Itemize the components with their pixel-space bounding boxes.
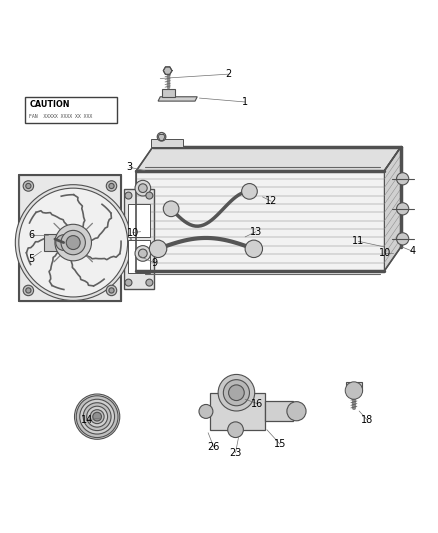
- Circle shape: [109, 183, 114, 189]
- Circle shape: [80, 399, 115, 434]
- Circle shape: [396, 233, 409, 245]
- Circle shape: [76, 396, 118, 438]
- Text: 18: 18: [361, 415, 373, 425]
- Polygon shape: [163, 67, 172, 75]
- Circle shape: [229, 385, 244, 400]
- Bar: [346, 382, 362, 391]
- Circle shape: [125, 192, 132, 199]
- Text: 13: 13: [250, 227, 262, 237]
- Circle shape: [74, 394, 120, 439]
- Text: 15: 15: [274, 439, 286, 449]
- Circle shape: [146, 279, 153, 286]
- Bar: [124, 189, 154, 289]
- Text: 26: 26: [208, 442, 220, 452]
- Circle shape: [66, 236, 80, 249]
- Circle shape: [345, 382, 363, 399]
- Text: 9: 9: [152, 258, 158, 268]
- Circle shape: [26, 183, 31, 189]
- Circle shape: [19, 188, 127, 297]
- Polygon shape: [136, 171, 385, 271]
- Bar: [44, 234, 64, 251]
- Circle shape: [61, 230, 85, 255]
- Circle shape: [199, 405, 213, 418]
- Polygon shape: [19, 175, 121, 301]
- Circle shape: [83, 403, 111, 431]
- Circle shape: [138, 249, 147, 258]
- Circle shape: [23, 285, 34, 296]
- Circle shape: [87, 406, 108, 427]
- Text: 12: 12: [265, 196, 277, 206]
- Text: 6: 6: [28, 230, 34, 240]
- Circle shape: [242, 183, 257, 199]
- Circle shape: [26, 288, 31, 293]
- Polygon shape: [136, 147, 401, 171]
- Circle shape: [245, 240, 262, 257]
- Bar: [210, 393, 265, 430]
- Circle shape: [396, 203, 409, 215]
- Text: 11: 11: [352, 236, 364, 246]
- Text: 23: 23: [230, 448, 242, 458]
- Circle shape: [23, 181, 34, 191]
- Text: 10: 10: [379, 248, 392, 259]
- Circle shape: [106, 285, 117, 296]
- Text: CAUTION: CAUTION: [30, 100, 70, 109]
- Bar: [151, 139, 184, 147]
- Text: 3: 3: [127, 162, 133, 172]
- Circle shape: [163, 201, 179, 216]
- Circle shape: [228, 422, 244, 438]
- Text: 14: 14: [81, 415, 94, 425]
- Circle shape: [146, 192, 153, 199]
- Circle shape: [56, 235, 71, 251]
- Circle shape: [15, 184, 131, 301]
- Bar: [128, 240, 149, 273]
- Circle shape: [109, 288, 114, 293]
- Circle shape: [55, 224, 92, 261]
- Circle shape: [396, 173, 409, 185]
- Circle shape: [135, 180, 151, 196]
- Circle shape: [93, 413, 102, 421]
- Bar: [128, 205, 149, 237]
- Circle shape: [287, 402, 306, 421]
- Circle shape: [223, 379, 250, 406]
- Text: 5: 5: [28, 254, 34, 264]
- Circle shape: [106, 181, 117, 191]
- Polygon shape: [162, 89, 176, 97]
- Polygon shape: [158, 97, 197, 101]
- Circle shape: [157, 133, 166, 141]
- Circle shape: [125, 279, 132, 286]
- Text: 2: 2: [226, 69, 232, 79]
- Circle shape: [218, 375, 254, 411]
- Text: 1: 1: [242, 97, 248, 107]
- Text: 10: 10: [127, 228, 139, 238]
- Circle shape: [90, 410, 104, 424]
- Text: 16: 16: [251, 399, 263, 409]
- Bar: [265, 401, 293, 421]
- Polygon shape: [385, 147, 401, 271]
- Text: 4: 4: [410, 246, 416, 256]
- Circle shape: [138, 184, 147, 192]
- Text: FAN  XXXXX XXXX XX XXX: FAN XXXXX XXXX XX XXX: [29, 115, 92, 119]
- Circle shape: [149, 240, 167, 257]
- Bar: [25, 97, 117, 123]
- Circle shape: [135, 246, 151, 261]
